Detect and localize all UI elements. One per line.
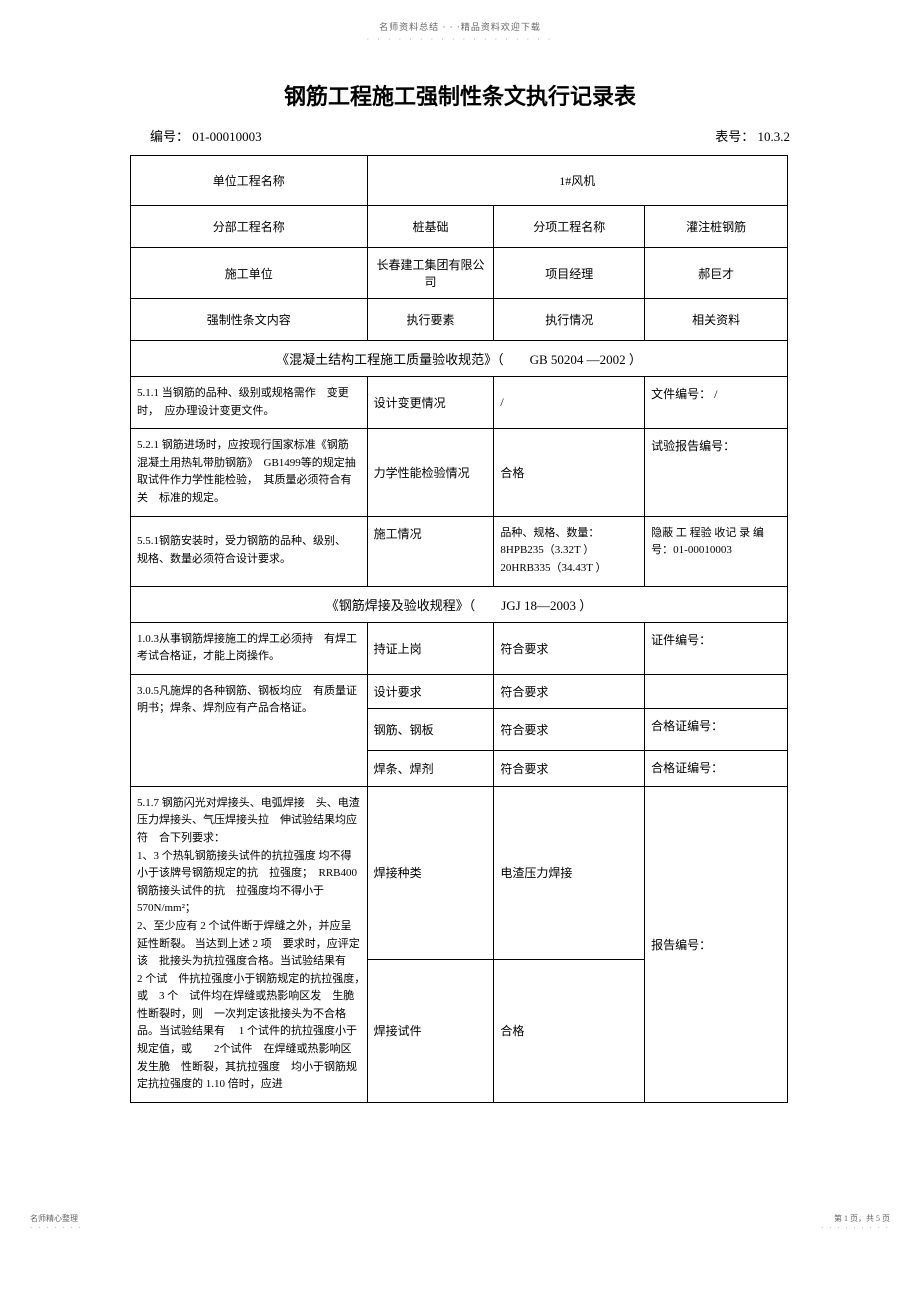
r305-qingkuang1: 符合要求: [494, 674, 645, 708]
status-header: 执行情况: [494, 299, 645, 341]
r511-yaosu: 设计变更情况: [367, 377, 494, 429]
r305-ziliao2: 合格证编号：: [645, 708, 788, 750]
r511-qingkuang: /: [494, 377, 645, 429]
unit-project-value: 1#风机: [367, 156, 787, 206]
r305-label: 3.0.5凡施焊的各种钢筋、钢板均应 有质量证 明书；焊条、焊剂应有产品合格证。: [131, 674, 368, 786]
r517-yaosu2: 焊接试件: [367, 960, 494, 1103]
r103-label: 1.0.3从事钢筋焊接施工的焊工必须持 有焊工 考试合格证，才能上岗操作。: [131, 622, 368, 674]
r517-ziliao: 报告编号：: [645, 786, 788, 1102]
r305-qingkuang3: 符合要求: [494, 750, 645, 786]
r103-yaosu: 持证上岗: [367, 622, 494, 674]
division-project-value: 桩基础: [367, 206, 494, 248]
section2-header: 《钢筋焊接及验收规程》（ JGJ 18—2003 ）: [131, 586, 788, 622]
r305-yaosu1: 设计要求: [367, 674, 494, 708]
content-header: 强制性条文内容: [131, 299, 368, 341]
r517-qingkuang2: 合格: [494, 960, 645, 1103]
item-project-value: 灌注桩钢筋: [645, 206, 788, 248]
material-header: 相关资料: [645, 299, 788, 341]
r103-ziliao: 证件编号：: [645, 622, 788, 674]
construction-unit-label: 施工单位: [131, 248, 368, 299]
section1-header: 《混凝土结构工程施工质量验收规范》（ GB 50204 —2002 ）: [131, 341, 788, 377]
r511-ziliao: 文件编号： /: [645, 377, 788, 429]
unit-project-label: 单位工程名称: [131, 156, 368, 206]
r511-label: 5.1.1 当钢筋的品种、级别或规格需作 变更时， 应办理设计变更文件。: [131, 377, 368, 429]
division-project-label: 分部工程名称: [131, 206, 368, 248]
r305-ziliao1: [645, 674, 788, 708]
r517-qingkuang1: 电渣压力焊接: [494, 786, 645, 959]
project-manager-label: 项目经理: [494, 248, 645, 299]
r551-ziliao: 隐蔽 工 程验 收记 录 编号：01-00010003: [645, 516, 788, 586]
page-title: 钢筋工程施工强制性条文执行记录表: [0, 79, 920, 111]
main-table: 单位工程名称 1#风机 分部工程名称 桩基础 分项工程名称 灌注桩钢筋 施工单位…: [130, 155, 788, 1103]
r521-ziliao: 试验报告编号：: [645, 429, 788, 516]
r517-label: 5.1.7 钢筋闪光对焊接头、电弧焊接 头、电渣压力焊接头、气压焊接头拉 伸试验…: [131, 786, 368, 1102]
r305-yaosu2: 钢筋、钢板: [367, 708, 494, 750]
footer-right-dots: · · · · · · · · ·: [821, 1224, 890, 1232]
r521-label: 5.2.1 钢筋进场时，应按现行国家标准《钢筋 混凝土用热轧带肋钢筋》 GB14…: [131, 429, 368, 516]
r103-qingkuang: 符合要求: [494, 622, 645, 674]
r521-qingkuang: 合格: [494, 429, 645, 516]
construction-unit-value: 长春建工集团有限公司: [367, 248, 494, 299]
item-project-label: 分项工程名称: [494, 206, 645, 248]
header-note: 名师资料总结 · · ·精品资料欢迎下载: [0, 0, 920, 33]
r551-qingkuang: 品种、规格、数量：8HPB235（3.32T ）20HRB335（34.43T …: [494, 516, 645, 586]
project-manager-value: 郝巨才: [645, 248, 788, 299]
doc-number: 编号： 01-00010003: [150, 126, 262, 145]
header-dots: · · · · · · · · · · · · · · · · · ·: [0, 35, 920, 44]
table-number: 表号： 10.3.2: [715, 126, 790, 145]
element-header: 执行要素: [367, 299, 494, 341]
r305-yaosu3: 焊条、焊剂: [367, 750, 494, 786]
r305-ziliao3: 合格证编号：: [645, 750, 788, 786]
r517-yaosu1: 焊接种类: [367, 786, 494, 959]
footer-left: 名师精心整理: [30, 1213, 83, 1224]
r521-yaosu: 力学性能检验情况: [367, 429, 494, 516]
footer-right: 第 1 页，共 5 页: [821, 1213, 890, 1224]
r551-yaosu: 施工情况: [367, 516, 494, 586]
footer-left-dots: · · · · · · ·: [30, 1224, 83, 1232]
r551-label: 5.5.1钢筋安装时，受力钢筋的品种、级别、 规格、数量必须符合设计要求。: [131, 516, 368, 586]
r305-qingkuang2: 符合要求: [494, 708, 645, 750]
